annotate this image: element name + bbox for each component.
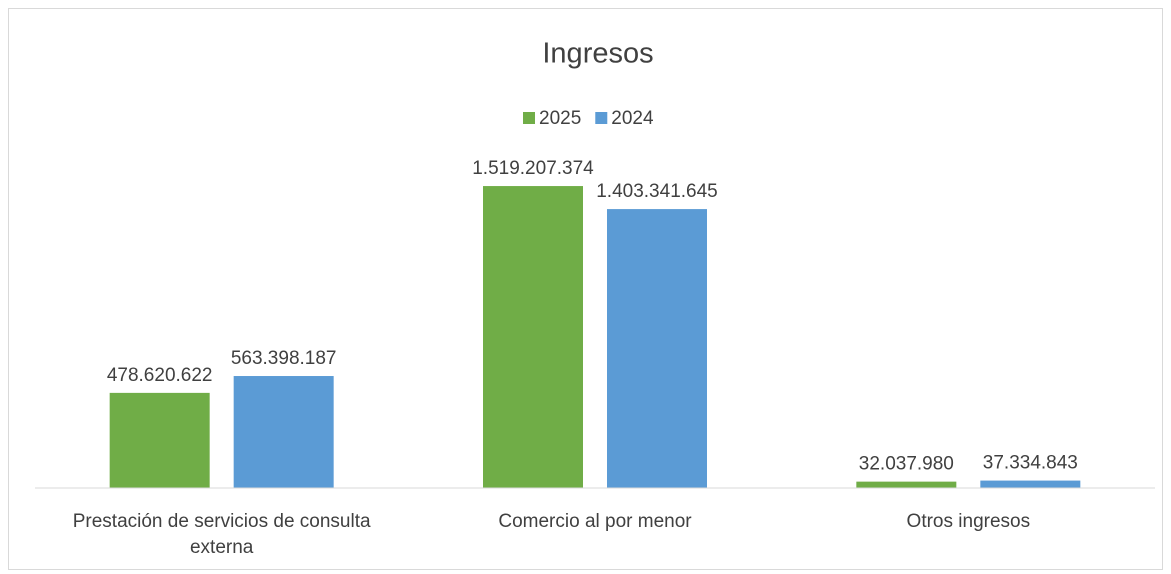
data-label: 37.334.843 <box>983 453 1078 474</box>
legend-swatch <box>523 112 535 124</box>
bar <box>980 480 1081 488</box>
data-label: 563.398.187 <box>231 348 337 369</box>
chart-title: Ingresos <box>542 38 653 70</box>
bar <box>483 186 583 488</box>
x-tick-label: Otros ingresos <box>906 511 1031 532</box>
bar <box>856 481 957 488</box>
data-label: 478.620.622 <box>107 365 213 386</box>
bar <box>607 209 707 488</box>
x-tick-label: Prestación de servicios de consulta exte… <box>72 511 371 558</box>
x-tick-label: Comercio al por menor <box>498 511 692 532</box>
data-label: 1.519.207.374 <box>472 158 594 179</box>
data-label: 1.403.341.645 <box>596 181 718 202</box>
bar <box>109 392 210 488</box>
legend-swatch <box>595 112 608 124</box>
bar <box>233 376 334 488</box>
data-label: 32.037.980 <box>859 454 954 475</box>
legend-label: 2025 <box>539 108 581 129</box>
legend-label: 2024 <box>611 108 654 129</box>
